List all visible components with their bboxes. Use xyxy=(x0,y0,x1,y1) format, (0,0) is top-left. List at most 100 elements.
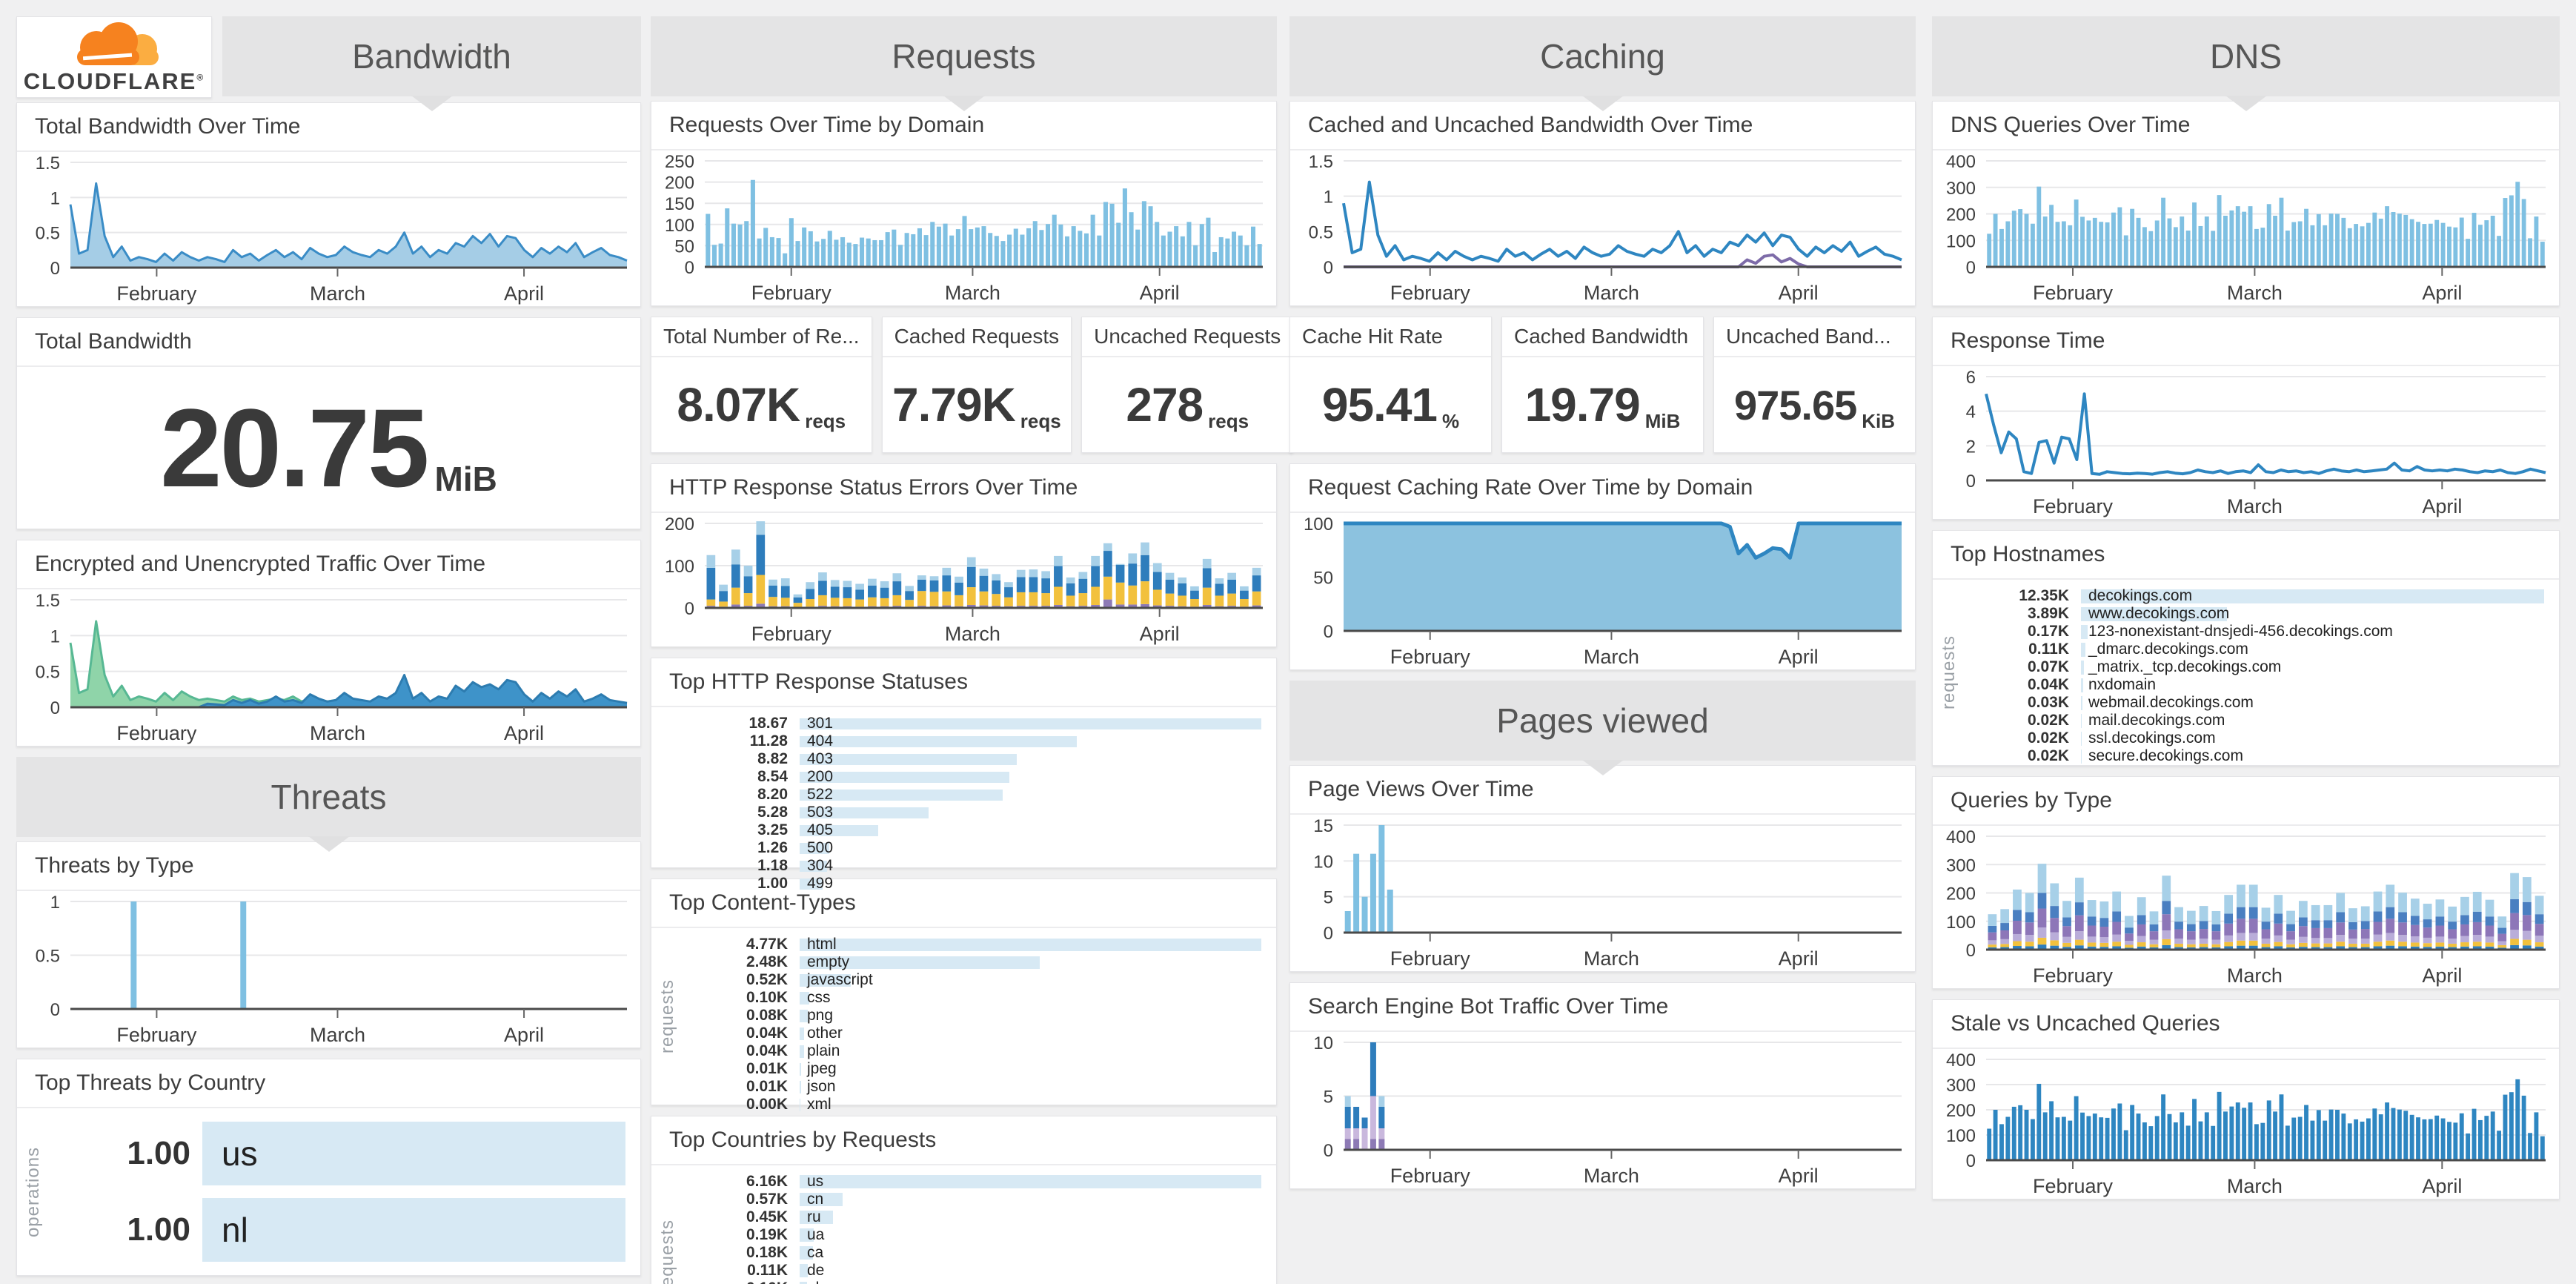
card-search-bot: Search Engine Bot Traffic Over Time 0 5 10… xyxy=(1289,982,1916,1189)
top-statuses-chart[interactable]: 18.67 301 11.28 404 8.82 403 8.54 200 8.20 522 5.2… xyxy=(651,707,1276,892)
svg-text:0: 0 xyxy=(1324,1141,1333,1161)
svg-text:0: 0 xyxy=(1324,258,1333,278)
card-title: Top Hostnames xyxy=(1933,531,2559,580)
top-content-types-chart[interactable]: requests 4.77K html 2.48K empty 0.52K javascri… xyxy=(651,928,1276,1113)
hbar-value: 0.03K xyxy=(2027,694,2069,711)
svg-text:April: April xyxy=(1779,646,1819,668)
stale-uncached-chart[interactable]: 0 100 200 300 400 February March April xyxy=(1933,1049,2559,1199)
threats-by-type-chart[interactable]: 0 0.5 1 February March April xyxy=(17,891,640,1048)
hbar-bar xyxy=(800,735,1077,747)
top-countries-chart[interactable]: requests 6.16K us 0.57K cn 0.45K ru 0.19K ua 0.18… xyxy=(651,1165,1276,1284)
svg-text:February: February xyxy=(2033,964,2114,987)
card-title: Top Threats by Country xyxy=(17,1059,640,1108)
hbar-label: html xyxy=(807,936,837,953)
hbar-label: 200 xyxy=(807,768,834,785)
hbar-bar xyxy=(800,842,830,854)
hbar-label: gb xyxy=(807,1280,824,1284)
hbar-label: nxdomain xyxy=(2088,676,2157,693)
hbar-row: 0.02K mail.decokings.com xyxy=(1980,712,2544,729)
hbar-bar xyxy=(2081,749,2082,764)
column-caching: Caching Cached and Uncached Bandwidth Ov… xyxy=(1289,16,1916,1199)
svg-text:February: February xyxy=(2033,282,2114,304)
svg-text:200: 200 xyxy=(665,173,694,193)
dns-queries-chart[interactable]: 0 100 200 300 400 February March April xyxy=(1933,150,2559,305)
hbar-bar xyxy=(202,1122,625,1186)
search-bot-chart[interactable]: 0 5 10 February March April xyxy=(1290,1032,1915,1188)
hbar-bar xyxy=(800,1246,814,1260)
hbar-bar xyxy=(800,771,1010,783)
card-title: Cached Requests xyxy=(882,317,1072,357)
svg-text:April: April xyxy=(504,1024,544,1046)
total-bandwidth-over-time-chart[interactable]: 0 0.5 1 1.5 February March April xyxy=(17,152,640,306)
svg-text:200: 200 xyxy=(665,514,694,535)
hbar-label: 304 xyxy=(807,857,834,874)
caching-rate-chart[interactable]: 0 50 100 February March April xyxy=(1290,513,1915,669)
svg-text:April: April xyxy=(504,282,544,305)
svg-text:February: February xyxy=(751,623,832,645)
section-title: Pages viewed xyxy=(1496,701,1709,740)
top-threats-chart[interactable]: operations 1.00 us 1.00 nl xyxy=(17,1108,640,1275)
y-axis-label: requests xyxy=(657,979,677,1054)
card-requests-over-time: Requests Over Time by Domain 0 50 100 150 20… xyxy=(651,101,1277,306)
cloudflare-logo[interactable]: CLOUDFLARE® xyxy=(16,16,212,98)
hbar-label: 522 xyxy=(807,786,834,803)
svg-text:February: February xyxy=(116,282,197,305)
total-bandwidth-stat: 20.75 MiB xyxy=(17,367,640,529)
stat-unit: reqs xyxy=(805,410,846,432)
hbar-value: 8.54 xyxy=(757,768,788,785)
requests-over-time-chart[interactable]: 0 50 100 150 200 250 February March April xyxy=(651,150,1276,305)
chart-canvas: 0 2 4 6 February March April xyxy=(1966,368,2546,517)
hbar-row: 0.04K other xyxy=(699,1025,1261,1042)
hbar-label: json xyxy=(807,1078,836,1095)
http-errors-chart[interactable]: 0 100 200 February March April xyxy=(651,513,1276,646)
chart-canvas: 0 0.5 1 1.5 February March April xyxy=(1309,152,1902,304)
response-time-chart[interactable]: 0 2 4 6 February March April xyxy=(1933,366,2559,519)
top-hostnames-chart[interactable]: requests 12.35K decokings.com 3.89K www.deco… xyxy=(1933,580,2559,765)
hbar-row: 1.00 us xyxy=(64,1122,625,1186)
svg-text:April: April xyxy=(1140,282,1180,304)
hbar-value: 0.02K xyxy=(2027,729,2069,747)
hbar-label: nl xyxy=(222,1210,248,1249)
hbar-label: empty xyxy=(807,953,850,970)
cached-uncached-bandwidth-chart[interactable]: 0 0.5 1 1.5 February March April xyxy=(1290,150,1915,305)
svg-text:April: April xyxy=(2422,282,2462,304)
hbar-row: 8.82 403 xyxy=(699,750,1261,768)
hbar-bar xyxy=(2081,642,2085,657)
hbar-bar xyxy=(800,1009,808,1022)
card-title: Search Engine Bot Traffic Over Time xyxy=(1290,983,1915,1032)
hbar-bar xyxy=(800,1062,801,1076)
card-top-content-types: Top Content-Types requests 4.77K html 2.48K… xyxy=(651,878,1277,1113)
svg-text:March: March xyxy=(1584,646,1639,668)
queries-by-type-chart[interactable]: 0 100 200 300 400 February March April xyxy=(1933,826,2559,988)
hbar-row: 2.48K empty xyxy=(699,953,1261,971)
cached-bandwidth-stat: 19.79 MiB xyxy=(1502,357,1703,452)
svg-text:0.5: 0.5 xyxy=(1309,222,1333,242)
hbar-row: 1.00 499 xyxy=(699,875,1261,893)
svg-text:5: 5 xyxy=(1324,888,1333,908)
svg-text:0: 0 xyxy=(1324,622,1333,642)
chart-canvas: 0 0.5 1 1.5 February March April xyxy=(36,591,628,744)
bandwidth-header-row: CLOUDFLARE® Bandwidth xyxy=(16,16,641,111)
hbar-value: 0.02K xyxy=(2027,712,2069,729)
hbar-bar xyxy=(800,824,878,836)
svg-text:February: February xyxy=(1390,282,1471,304)
card-title: Threats by Type xyxy=(17,842,640,891)
chart-canvas: 0 5 10 15 February March April xyxy=(1313,816,1902,970)
card-title: Uncached Requests xyxy=(1082,317,1293,357)
svg-text:April: April xyxy=(2422,495,2462,517)
cached-requests-stat: 7.79K reqs xyxy=(883,357,1072,452)
hbar-row: 1.18 304 xyxy=(699,857,1261,875)
page-views-chart[interactable]: 0 5 10 15 February March April xyxy=(1290,815,1915,971)
section-header-dns: DNS xyxy=(1932,16,2560,111)
card-title: Cached Bandwidth xyxy=(1502,317,1703,357)
svg-text:0: 0 xyxy=(1966,258,1976,278)
hbar-value: 0.02K xyxy=(2027,747,2069,764)
svg-text:100: 100 xyxy=(1946,231,1976,251)
svg-text:400: 400 xyxy=(1946,1050,1976,1070)
encrypted-traffic-chart[interactable]: 0 0.5 1 1.5 February March April xyxy=(17,589,640,746)
svg-text:0: 0 xyxy=(50,1000,60,1020)
hbar-value: 1.26 xyxy=(757,839,788,856)
hbar-label: us xyxy=(222,1134,258,1174)
hbar-value: 12.35K xyxy=(2019,587,2069,604)
